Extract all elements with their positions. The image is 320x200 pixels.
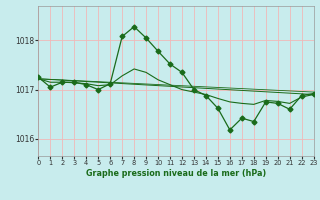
X-axis label: Graphe pression niveau de la mer (hPa): Graphe pression niveau de la mer (hPa) [86, 169, 266, 178]
